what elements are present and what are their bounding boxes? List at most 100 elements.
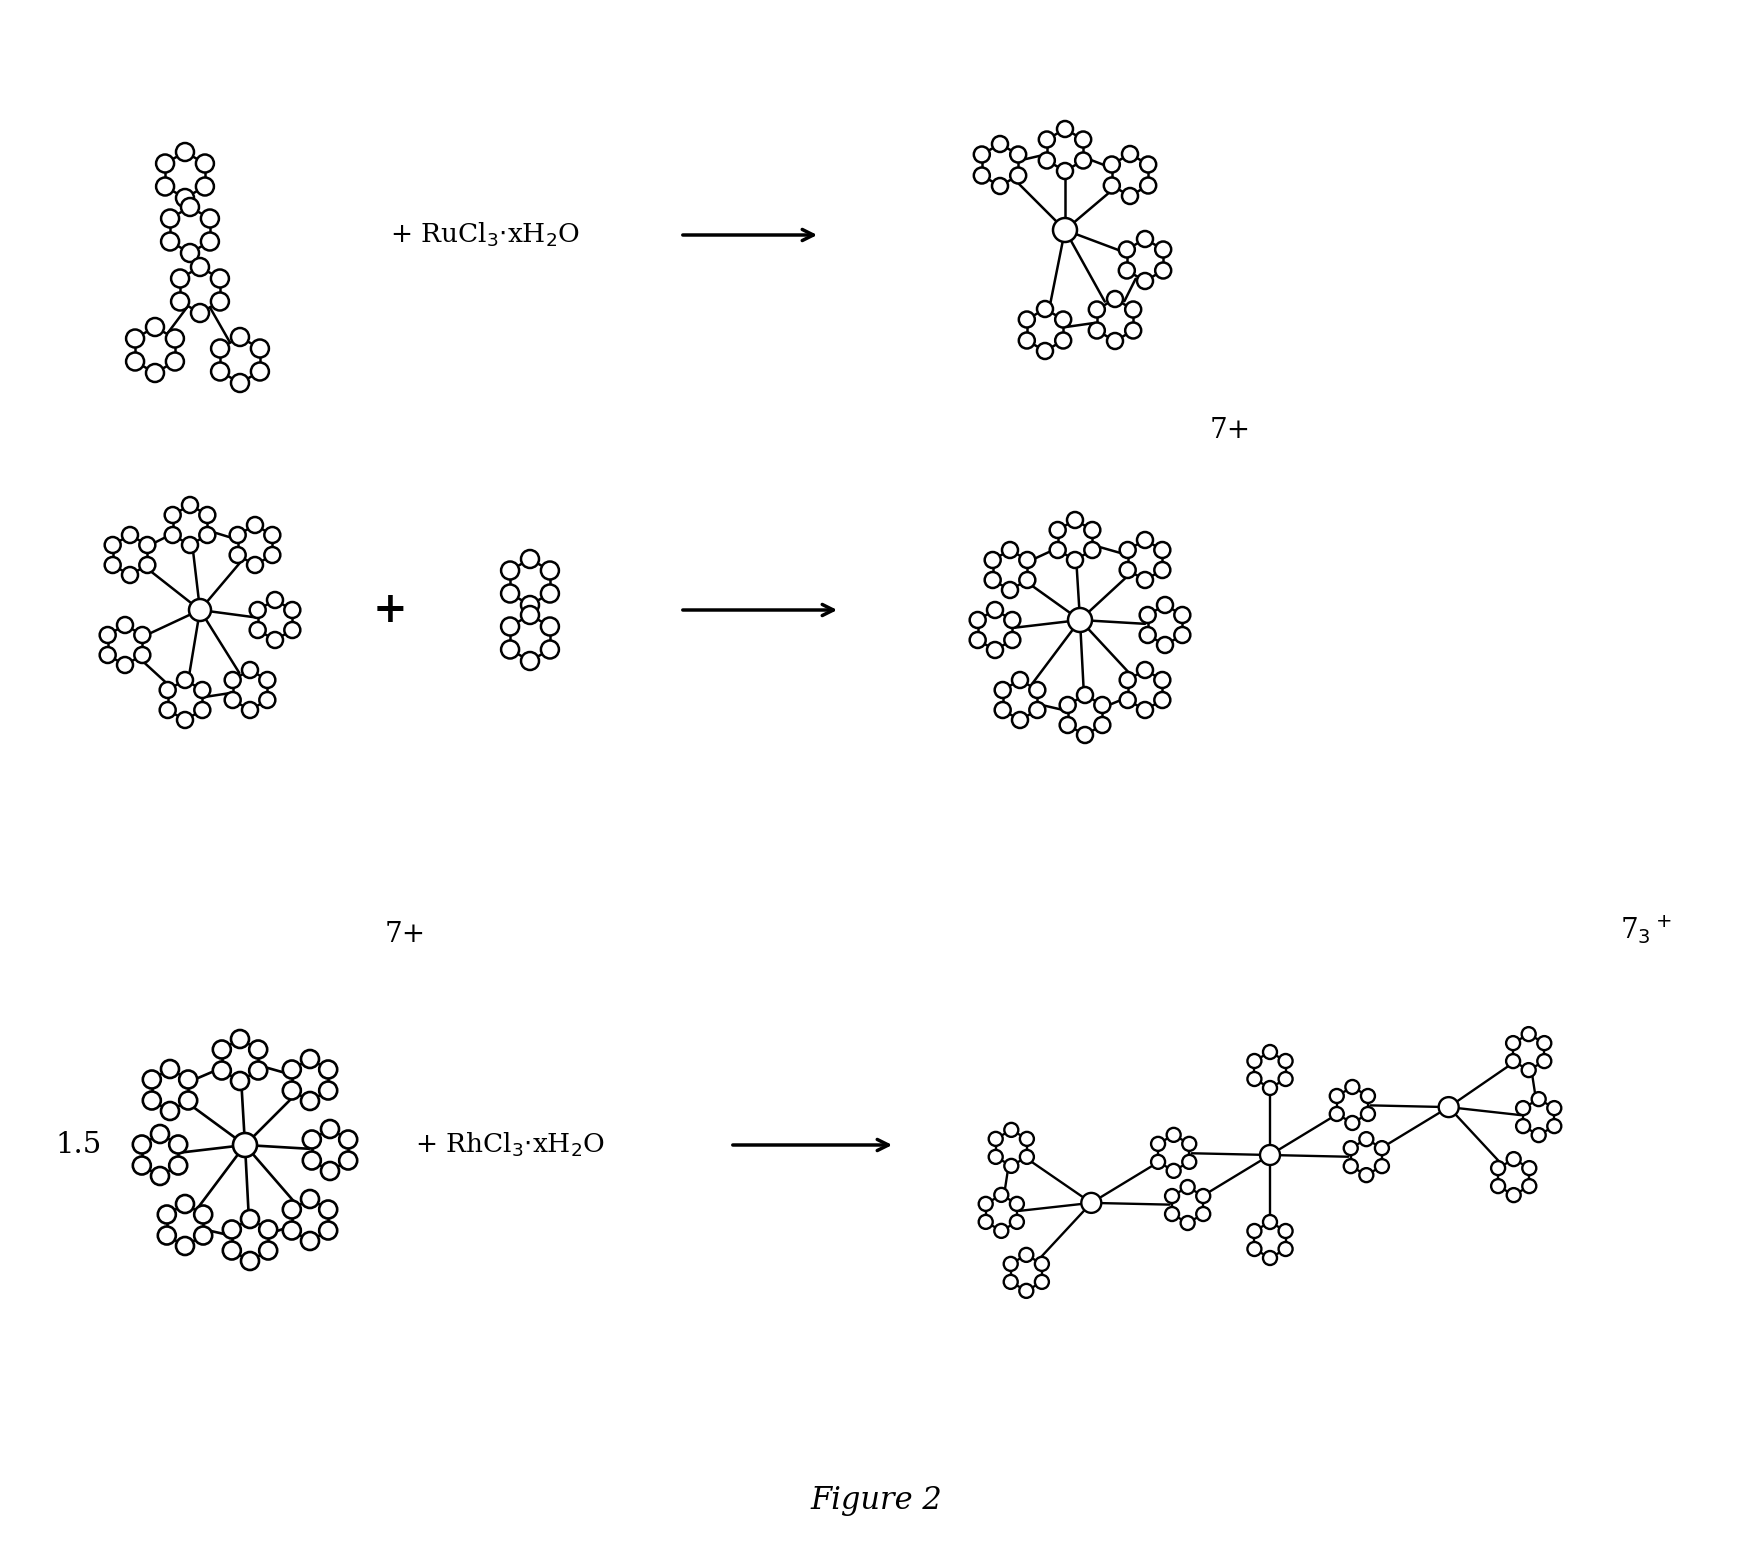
Circle shape <box>223 1242 240 1259</box>
Circle shape <box>231 1072 249 1089</box>
Circle shape <box>240 1253 259 1270</box>
Circle shape <box>200 507 216 524</box>
Circle shape <box>1050 542 1066 558</box>
Circle shape <box>1118 241 1134 258</box>
Circle shape <box>987 601 1003 618</box>
Circle shape <box>195 682 210 698</box>
Circle shape <box>987 642 1003 657</box>
Circle shape <box>1138 232 1153 247</box>
Circle shape <box>1262 1082 1276 1096</box>
Circle shape <box>969 612 985 628</box>
Circle shape <box>1506 1054 1520 1068</box>
Circle shape <box>259 1242 277 1259</box>
Circle shape <box>542 584 559 603</box>
Circle shape <box>196 177 214 196</box>
Circle shape <box>259 1220 277 1239</box>
Circle shape <box>251 362 268 381</box>
Circle shape <box>1018 1248 1033 1262</box>
Circle shape <box>1153 563 1171 578</box>
Circle shape <box>142 1071 161 1088</box>
Circle shape <box>321 1120 338 1138</box>
Circle shape <box>1180 1179 1194 1193</box>
Circle shape <box>521 606 538 625</box>
Circle shape <box>303 1130 321 1148</box>
Circle shape <box>105 538 121 553</box>
Circle shape <box>1040 152 1055 168</box>
Circle shape <box>1166 1207 1180 1221</box>
Circle shape <box>1522 1063 1536 1077</box>
Circle shape <box>989 1150 1003 1164</box>
Circle shape <box>133 1136 151 1153</box>
Circle shape <box>338 1152 358 1170</box>
Circle shape <box>319 1082 337 1100</box>
Circle shape <box>247 517 263 533</box>
Circle shape <box>521 597 538 614</box>
Circle shape <box>1054 218 1076 242</box>
Circle shape <box>1138 702 1153 718</box>
Circle shape <box>1120 563 1136 578</box>
Circle shape <box>1010 168 1026 183</box>
Circle shape <box>975 168 990 183</box>
Circle shape <box>158 1226 175 1245</box>
Circle shape <box>1085 542 1101 558</box>
Circle shape <box>210 339 230 357</box>
Circle shape <box>172 292 189 311</box>
Circle shape <box>1059 716 1076 733</box>
Circle shape <box>100 626 116 643</box>
Circle shape <box>542 617 559 636</box>
Circle shape <box>542 561 559 580</box>
Circle shape <box>282 1082 302 1100</box>
Text: +: + <box>373 589 407 631</box>
Circle shape <box>1003 542 1018 558</box>
Circle shape <box>182 538 198 553</box>
Circle shape <box>1125 301 1141 317</box>
Circle shape <box>126 329 144 348</box>
Circle shape <box>975 146 990 163</box>
Text: 7$_3$$^+$: 7$_3$$^+$ <box>1620 914 1672 946</box>
Text: $+$ RuCl$_3$$\cdot$xH$_2$O: $+$ RuCl$_3$$\cdot$xH$_2$O <box>389 221 580 249</box>
Circle shape <box>1076 687 1094 702</box>
Circle shape <box>1522 1027 1536 1041</box>
Circle shape <box>1522 1179 1536 1193</box>
Circle shape <box>1175 626 1190 643</box>
Circle shape <box>1196 1207 1210 1221</box>
Circle shape <box>501 617 519 636</box>
Circle shape <box>319 1201 337 1218</box>
Circle shape <box>249 1041 266 1058</box>
Circle shape <box>1050 522 1066 538</box>
Circle shape <box>994 682 1011 698</box>
Circle shape <box>151 1125 168 1144</box>
Circle shape <box>1034 1257 1048 1271</box>
Circle shape <box>1248 1072 1262 1086</box>
Circle shape <box>284 601 300 618</box>
Circle shape <box>1167 1128 1182 1142</box>
Circle shape <box>1075 152 1090 168</box>
Circle shape <box>1018 572 1036 587</box>
Circle shape <box>233 1133 258 1158</box>
Circle shape <box>1175 608 1190 623</box>
Circle shape <box>501 584 519 603</box>
Circle shape <box>1345 1080 1359 1094</box>
Circle shape <box>1157 637 1173 653</box>
Circle shape <box>1262 1044 1276 1058</box>
Circle shape <box>1068 552 1083 569</box>
Circle shape <box>1040 132 1055 148</box>
Circle shape <box>1038 343 1054 359</box>
Circle shape <box>1532 1092 1546 1106</box>
Circle shape <box>156 154 174 172</box>
Circle shape <box>1075 132 1090 148</box>
Circle shape <box>126 353 144 370</box>
Circle shape <box>165 507 181 524</box>
Circle shape <box>1003 583 1018 598</box>
Circle shape <box>191 305 209 322</box>
Circle shape <box>302 1190 319 1207</box>
Circle shape <box>1139 157 1157 172</box>
Circle shape <box>1094 716 1110 733</box>
Circle shape <box>1085 522 1101 538</box>
Circle shape <box>249 601 266 618</box>
Circle shape <box>161 233 179 250</box>
Circle shape <box>1038 301 1054 317</box>
Circle shape <box>1138 662 1153 678</box>
Circle shape <box>319 1060 337 1078</box>
Circle shape <box>1492 1161 1506 1175</box>
